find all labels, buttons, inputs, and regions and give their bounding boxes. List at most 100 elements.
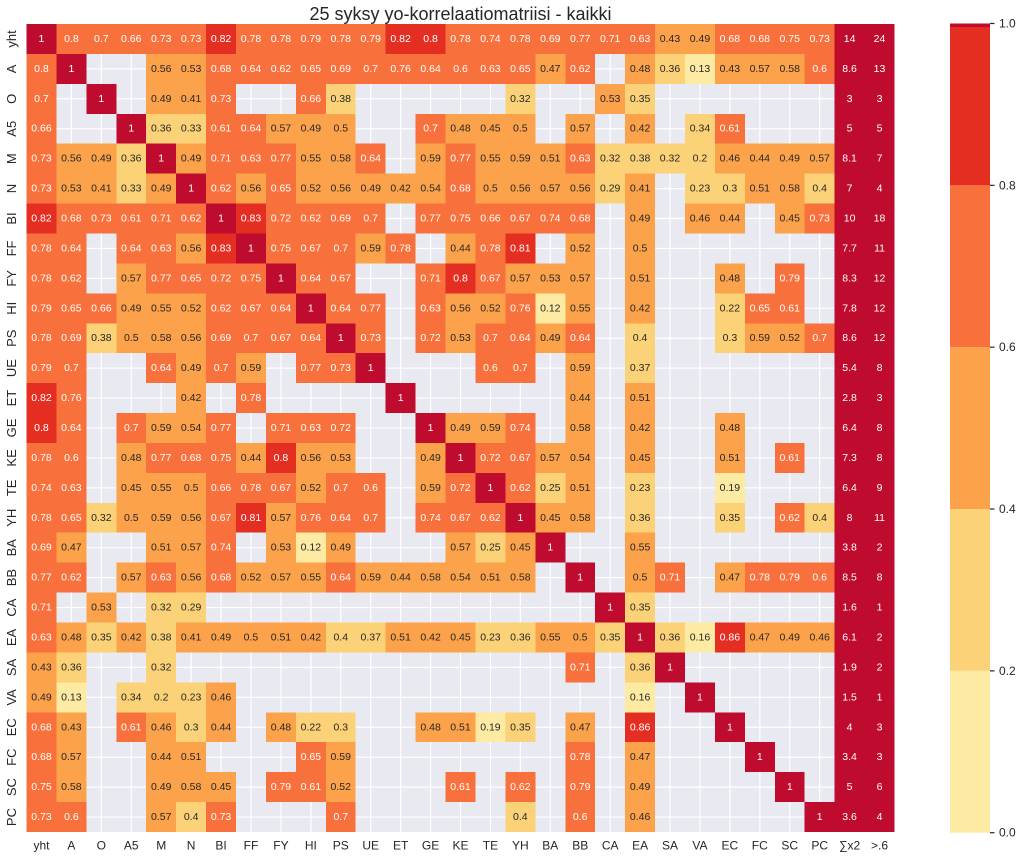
svg-text:0.56: 0.56 <box>331 183 352 195</box>
svg-text:0.79: 0.79 <box>301 33 322 45</box>
svg-text:0.73: 0.73 <box>91 213 112 225</box>
svg-text:0.5: 0.5 <box>633 572 648 584</box>
svg-text:0.2: 0.2 <box>999 664 1016 678</box>
svg-text:0.58: 0.58 <box>331 153 352 165</box>
svg-text:0.44: 0.44 <box>211 721 232 733</box>
svg-text:0.52: 0.52 <box>480 302 501 314</box>
svg-text:0.63: 0.63 <box>630 33 651 45</box>
svg-text:VA: VA <box>692 839 707 853</box>
svg-text:0.65: 0.65 <box>271 183 292 195</box>
svg-text:0.51: 0.51 <box>540 153 561 165</box>
svg-text:0.57: 0.57 <box>181 542 202 554</box>
svg-text:0.42: 0.42 <box>121 631 142 643</box>
svg-text:0.7: 0.7 <box>483 332 498 344</box>
svg-text:4: 4 <box>877 811 883 823</box>
svg-text:EA: EA <box>4 628 19 646</box>
svg-text:0.76: 0.76 <box>510 302 531 314</box>
svg-text:0.66: 0.66 <box>211 482 232 494</box>
svg-text:0.77: 0.77 <box>450 153 471 165</box>
svg-text:0.32: 0.32 <box>510 93 531 105</box>
svg-text:0.44: 0.44 <box>570 392 591 404</box>
svg-text:0.7: 0.7 <box>94 33 109 45</box>
svg-text:GE: GE <box>422 839 439 853</box>
svg-text:0.49: 0.49 <box>211 631 232 643</box>
svg-text:0.63: 0.63 <box>480 63 501 75</box>
svg-text:1: 1 <box>128 123 134 135</box>
svg-text:0.66: 0.66 <box>31 123 52 135</box>
svg-text:0.62: 0.62 <box>271 63 292 75</box>
svg-text:11: 11 <box>874 512 885 524</box>
svg-text:4: 4 <box>877 183 883 195</box>
svg-text:0.74: 0.74 <box>540 213 561 225</box>
svg-text:1: 1 <box>248 242 254 254</box>
svg-text:0.62: 0.62 <box>61 272 82 284</box>
svg-text:0.83: 0.83 <box>211 242 232 254</box>
svg-text:BI: BI <box>215 839 226 853</box>
svg-text:0.61: 0.61 <box>720 123 741 135</box>
svg-text:0.36: 0.36 <box>121 153 142 165</box>
svg-text:0.48: 0.48 <box>630 63 651 75</box>
svg-text:0.33: 0.33 <box>181 123 202 135</box>
svg-text:ET: ET <box>393 839 409 853</box>
svg-text:0.35: 0.35 <box>91 631 112 643</box>
svg-text:0.6: 0.6 <box>363 482 378 494</box>
svg-text:0.44: 0.44 <box>750 153 771 165</box>
svg-text:0.45: 0.45 <box>450 631 471 643</box>
svg-text:0.62: 0.62 <box>510 781 531 793</box>
svg-text:0.46: 0.46 <box>211 691 232 703</box>
svg-text:0.46: 0.46 <box>151 721 172 733</box>
svg-text:0.7: 0.7 <box>124 422 139 434</box>
svg-text:0.71: 0.71 <box>211 153 232 165</box>
svg-text:0.22: 0.22 <box>720 302 741 314</box>
svg-text:0.74: 0.74 <box>510 422 531 434</box>
svg-text:0.56: 0.56 <box>151 63 172 75</box>
svg-text:0.47: 0.47 <box>61 542 82 554</box>
svg-text:0.43: 0.43 <box>61 721 82 733</box>
svg-text:0.57: 0.57 <box>271 123 292 135</box>
svg-text:0.79: 0.79 <box>271 781 292 793</box>
svg-text:12: 12 <box>874 302 886 314</box>
svg-text:3.4: 3.4 <box>842 751 857 763</box>
svg-text:0.75: 0.75 <box>241 272 262 284</box>
svg-text:1: 1 <box>398 392 404 404</box>
svg-text:0.57: 0.57 <box>750 63 771 75</box>
svg-text:0.57: 0.57 <box>271 512 292 524</box>
svg-text:0.71: 0.71 <box>570 661 591 673</box>
svg-text:0.47: 0.47 <box>570 721 591 733</box>
svg-text:0.45: 0.45 <box>630 452 651 464</box>
svg-text:0.7: 0.7 <box>214 362 229 374</box>
svg-text:0.71: 0.71 <box>31 602 52 614</box>
svg-text:0.49: 0.49 <box>420 452 441 464</box>
svg-text:CA: CA <box>602 839 619 853</box>
svg-text:0.56: 0.56 <box>301 452 322 464</box>
svg-text:3: 3 <box>877 721 883 733</box>
svg-text:0.45: 0.45 <box>510 542 531 554</box>
svg-text:0.52: 0.52 <box>331 781 352 793</box>
svg-text:1: 1 <box>428 422 434 434</box>
svg-text:5.4: 5.4 <box>842 362 857 374</box>
svg-text:0.46: 0.46 <box>809 631 830 643</box>
svg-text:EA: EA <box>632 839 648 853</box>
svg-text:8.6: 8.6 <box>842 63 857 75</box>
svg-text:0.71: 0.71 <box>271 422 292 434</box>
svg-text:0.57: 0.57 <box>540 183 561 195</box>
svg-text:BI: BI <box>4 212 19 224</box>
svg-text:0.49: 0.49 <box>331 542 352 554</box>
svg-text:BB: BB <box>4 569 19 586</box>
svg-text:0.37: 0.37 <box>630 362 651 374</box>
svg-text:1: 1 <box>877 602 883 614</box>
svg-text:0.66: 0.66 <box>480 213 501 225</box>
svg-text:0.65: 0.65 <box>301 63 322 75</box>
svg-text:0.44: 0.44 <box>450 242 471 254</box>
svg-text:6.4: 6.4 <box>842 422 857 434</box>
svg-text:0.44: 0.44 <box>151 751 172 763</box>
svg-text:0.51: 0.51 <box>480 572 501 584</box>
svg-text:0.51: 0.51 <box>271 631 292 643</box>
svg-text:0.57: 0.57 <box>121 272 142 284</box>
svg-text:0.56: 0.56 <box>510 183 531 195</box>
svg-text:1: 1 <box>787 781 793 793</box>
svg-text:1: 1 <box>757 751 763 763</box>
svg-text:0.72: 0.72 <box>480 452 501 464</box>
svg-text:0.63: 0.63 <box>241 153 262 165</box>
svg-text:0.64: 0.64 <box>241 123 262 135</box>
